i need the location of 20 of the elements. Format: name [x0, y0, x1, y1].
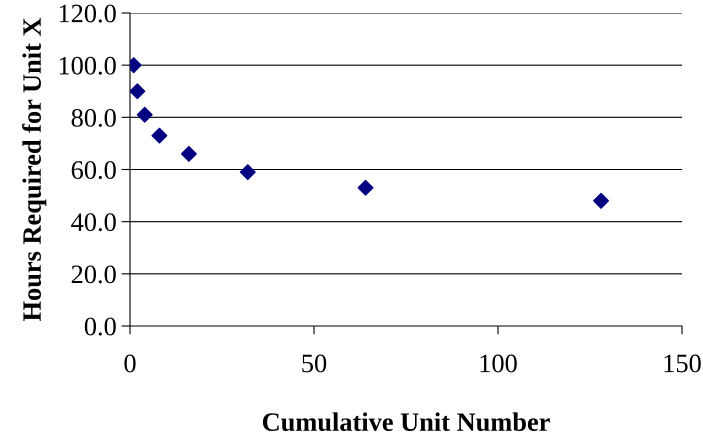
y-tick-label: 100.0: [60, 56, 116, 75]
y-tick-label: 0.0: [84, 318, 116, 336]
point: [180, 146, 197, 162]
x-tick-label: 0: [124, 354, 136, 372]
point: [240, 164, 256, 180]
point: [151, 128, 168, 144]
x-axis-title: Cumulative Unit Number: [262, 412, 550, 432]
y-tick-label: 80.0: [72, 108, 116, 127]
x-tick-label: 100: [480, 354, 517, 372]
x-tick-label: 150: [664, 354, 701, 372]
point: [130, 83, 146, 100]
point: [136, 106, 153, 123]
point: [358, 180, 374, 196]
point: [593, 192, 610, 209]
y-tick-label: 40.0: [71, 213, 116, 232]
y-tick-label: 120.0: [60, 4, 116, 23]
y-axis-title: Hours Required for Unit X: [22, 18, 46, 322]
y-tick-label: 60.0: [72, 161, 116, 180]
x-tick-label: 50: [302, 354, 326, 372]
y-tick-label: 20.0: [72, 265, 116, 284]
